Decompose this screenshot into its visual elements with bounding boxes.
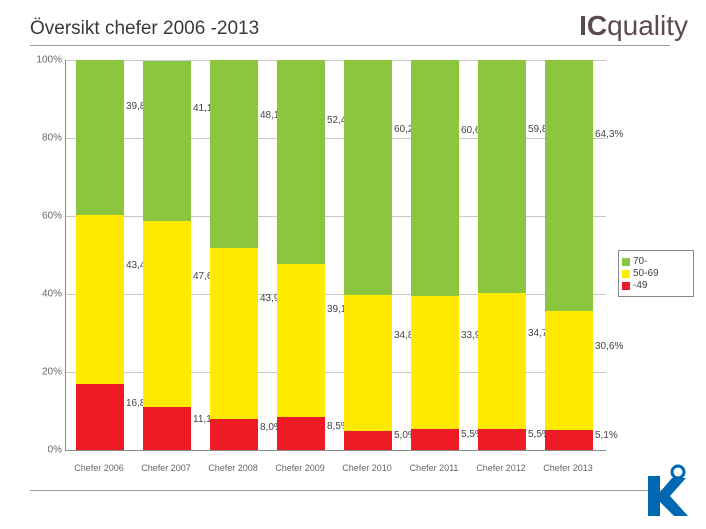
legend-swatch [622,258,630,266]
y-axis-label: 0% [48,445,62,456]
bar-group [277,60,325,450]
bar-group [344,60,392,450]
bar-segment-green [411,60,459,296]
bar-datalabel: 64,3% [595,129,623,140]
bottom-rule [30,490,670,491]
brand-part2: quality [607,10,688,41]
bar-segment-green [210,60,258,248]
y-axis-label: 20% [42,367,62,378]
legend-item: 70- [622,256,690,267]
top-rule [30,45,670,46]
page-title: Översikt chefer 2006 -2013 [30,18,259,40]
legend-item: -49 [622,280,690,291]
x-axis-label: Chefer 2009 [275,463,325,473]
bar-segment-green [545,60,593,311]
bar-group [478,60,526,450]
chart-legend: 70- 50-69 -49 [618,250,694,297]
chart-container: 16,8%43,4%39,8%11,1%47,6%41,1%8,0%43,9%4… [30,55,610,475]
legend-item: 50-69 [622,268,690,279]
brand-part1: IC [579,10,607,41]
legend-label: 50-69 [633,268,659,279]
bar-segment-red [210,419,258,450]
bar-segment-green [478,60,526,293]
bar-group [411,60,459,450]
bar-segment-green [344,60,392,295]
bar-segment-yellow [277,264,325,416]
bar-segment-yellow [478,293,526,428]
bar-segment-yellow [545,311,593,430]
bar-group [143,60,191,450]
y-axis-label: 80% [42,133,62,144]
legend-swatch [622,282,630,290]
bar-segment-yellow [210,248,258,419]
bar-segment-yellow [143,221,191,407]
bar-segment-red [344,431,392,451]
bar-segment-yellow [344,295,392,431]
bar-segment-green [76,60,124,215]
legend-label: -49 [633,280,647,291]
y-axis-label: 60% [42,211,62,222]
bar-segment-red [411,429,459,450]
bar-segment-red [76,384,124,450]
legend-swatch [622,270,630,278]
bar-group [545,60,593,450]
bar-segment-green [143,61,191,221]
x-axis-label: Chefer 2012 [476,463,526,473]
bar-segment-yellow [411,296,459,428]
bar-group [210,60,258,450]
bar-segment-red [143,407,191,450]
brand-logo: ICquality [579,10,688,42]
chart-plot: 16,8%43,4%39,8%11,1%47,6%41,1%8,0%43,9%4… [65,60,606,451]
x-axis-label: Chefer 2011 [410,463,459,473]
bar-segment-yellow [76,215,124,384]
x-axis-label: Chefer 2008 [208,463,258,473]
bar-segment-red [545,430,593,450]
k-logo [644,464,688,523]
y-axis-label: 100% [36,55,62,66]
x-axis-label: Chefer 2006 [74,463,124,473]
bar-group [76,60,124,450]
bar-segment-red [478,429,526,450]
x-axis-label: Chefer 2010 [342,463,392,473]
x-axis-label: Chefer 2013 [543,463,593,473]
bar-segment-red [277,417,325,450]
x-axis-label: Chefer 2007 [141,463,191,473]
y-axis-label: 40% [42,289,62,300]
page-root: Översikt chefer 2006 -2013 ICquality 16,… [0,0,706,529]
bar-segment-green [277,60,325,264]
bar-datalabel: 30,6% [595,341,623,352]
bar-datalabel: 5,1% [595,430,618,441]
legend-label: 70- [633,256,647,267]
